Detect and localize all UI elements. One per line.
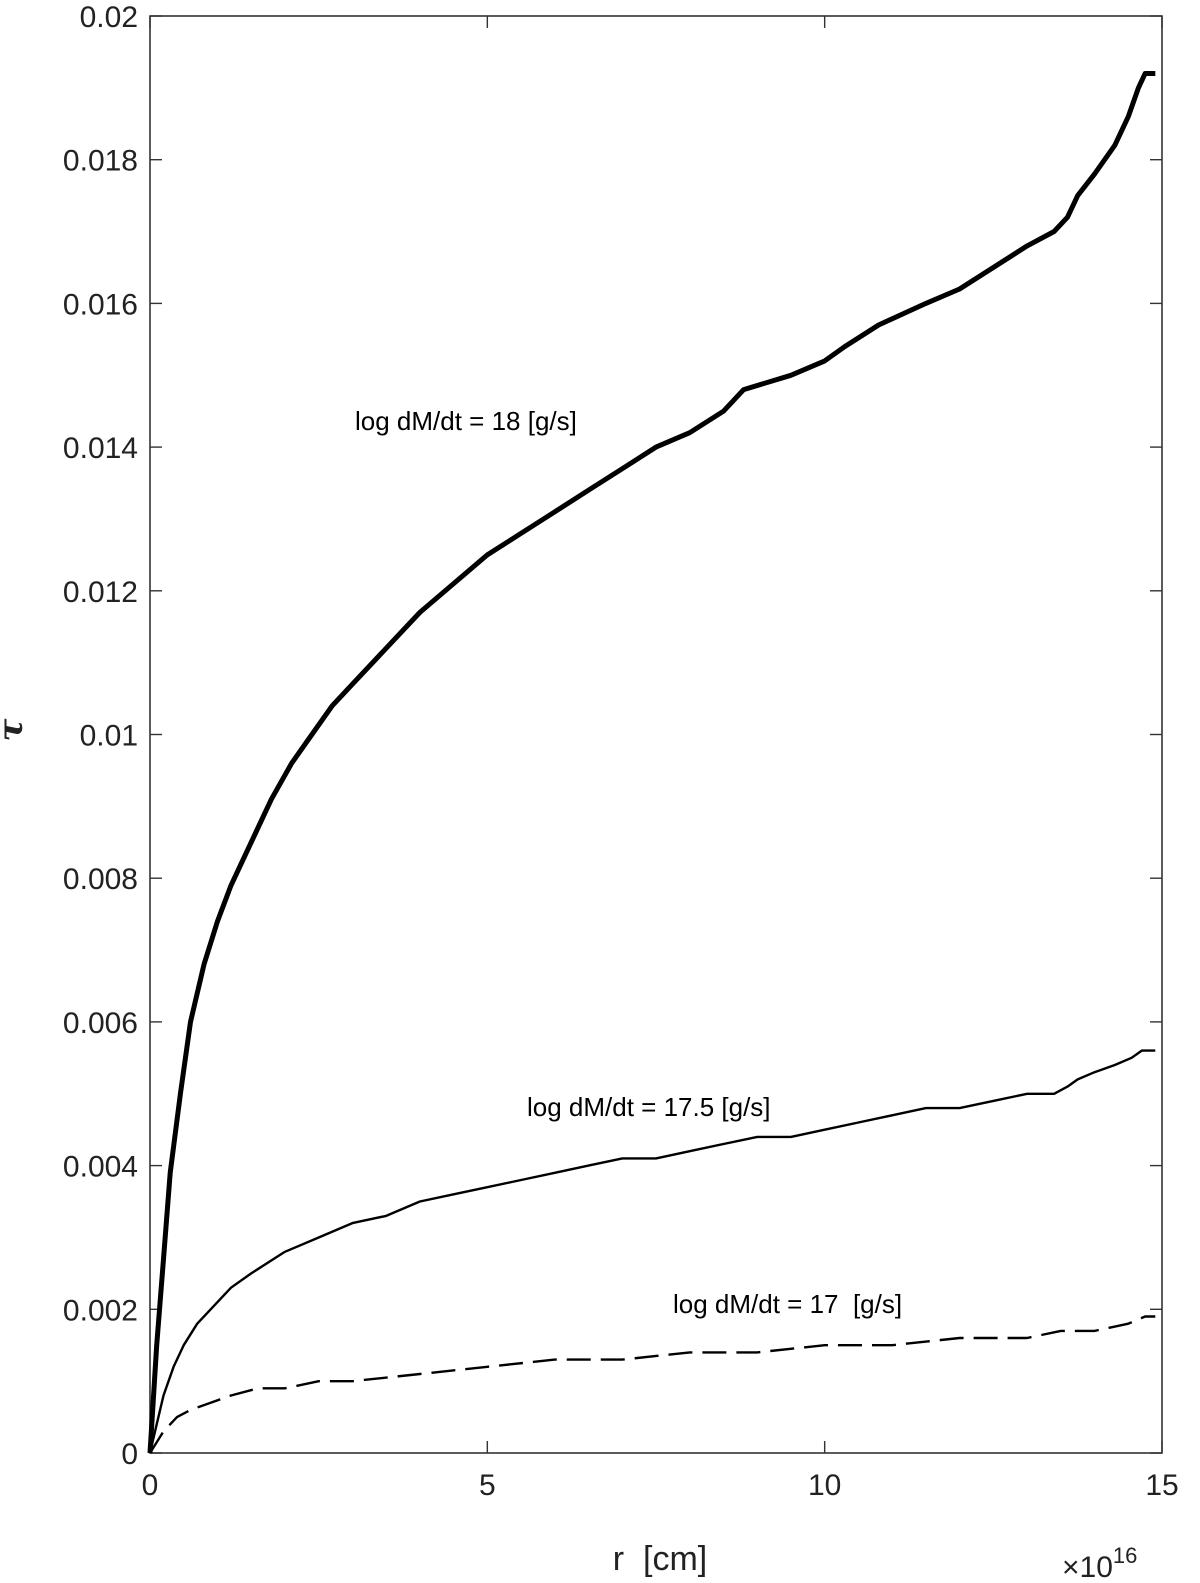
y-tick-label: 0.006 bbox=[63, 1007, 138, 1040]
y-axis-ticks: 0 0.002 0.004 0.006 0.008 0.01 0.012 0.014 0.016… bbox=[63, 1, 1162, 1471]
plot-frame bbox=[149, 15, 1163, 1454]
series-line-2 bbox=[148, 1315, 1156, 1454]
y-tick-label: 0.01 bbox=[80, 720, 138, 753]
plot-area bbox=[149, 15, 1163, 1454]
x-axis-multiplier-exponent: 16 bbox=[1113, 1543, 1137, 1568]
series-line-1 bbox=[148, 1049, 1156, 1454]
y-tick-label: 0.004 bbox=[63, 1151, 138, 1184]
y-tick-label: 0.012 bbox=[63, 576, 138, 609]
annotation-series-18: log dM/dt = 18 [g/s] bbox=[355, 406, 577, 436]
series-line-0 bbox=[147, 71, 1156, 1454]
y-tick-label: 0.008 bbox=[63, 863, 138, 896]
x-axis-multiplier: ×1016 bbox=[1062, 1543, 1137, 1583]
y-tick-label: 0.016 bbox=[63, 288, 138, 321]
series-layer bbox=[147, 71, 1156, 1454]
x-tick-label: 5 bbox=[479, 1469, 496, 1502]
y-tick-label: 0 bbox=[121, 1438, 138, 1471]
x-axis-label: r [cm] bbox=[613, 1540, 707, 1578]
y-axis-label: τ bbox=[0, 718, 31, 741]
x-axis-multiplier-base: ×10 bbox=[1062, 1551, 1113, 1583]
y-tick-label: 0.018 bbox=[63, 145, 138, 178]
x-tick-label: 15 bbox=[1145, 1469, 1178, 1502]
x-tick-label: 0 bbox=[142, 1469, 159, 1502]
y-tick-label: 0.014 bbox=[63, 432, 138, 465]
annotation-series-17-5: log dM/dt = 17.5 [g/s] bbox=[527, 1092, 771, 1122]
x-tick-label: 10 bbox=[808, 1469, 841, 1502]
annotation-series-17: log dM/dt = 17 [g/s] bbox=[673, 1289, 902, 1319]
y-tick-label: 0.002 bbox=[63, 1294, 138, 1327]
y-tick-label: 0.02 bbox=[80, 1, 138, 34]
